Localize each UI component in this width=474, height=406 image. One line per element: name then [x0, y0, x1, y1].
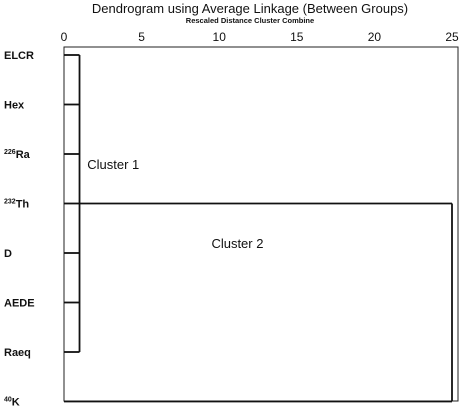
leaf-label: AEDE [4, 298, 35, 310]
chart-title: Dendrogram using Average Linkage (Betwee… [92, 1, 408, 16]
cluster-label: Cluster 2 [211, 236, 263, 251]
dendrogram-links [64, 54, 453, 403]
leaf-label: Raeq [4, 347, 31, 359]
plot-frame [63, 46, 459, 402]
x-tick-label: 5 [138, 30, 145, 44]
x-tick-label: 25 [445, 30, 459, 44]
cluster-label: Cluster 1 [87, 157, 139, 172]
leaf-label: Hex [4, 100, 25, 112]
leaf-label: 40K [4, 397, 20, 406]
x-tick-label: 0 [61, 30, 68, 44]
x-tick-label: 20 [368, 30, 382, 44]
leaf-label: D [4, 248, 12, 260]
cluster-annotations: Cluster 1 Cluster 2 [87, 157, 263, 251]
leaf-labels: ELCR Hex 226Ra 232Th D AEDE Raeq 40K [4, 50, 35, 406]
leaf-label: ELCR [4, 50, 34, 62]
chart-subtitle: Rescaled Distance Cluster Combine [186, 16, 314, 25]
leaf-label: 226Ra [4, 149, 31, 161]
leaf-label: 232Th [4, 199, 29, 211]
x-tick-label: 15 [290, 30, 304, 44]
x-axis-ticks: 0 5 10 15 20 25 [61, 30, 459, 44]
x-tick-label: 10 [213, 30, 227, 44]
